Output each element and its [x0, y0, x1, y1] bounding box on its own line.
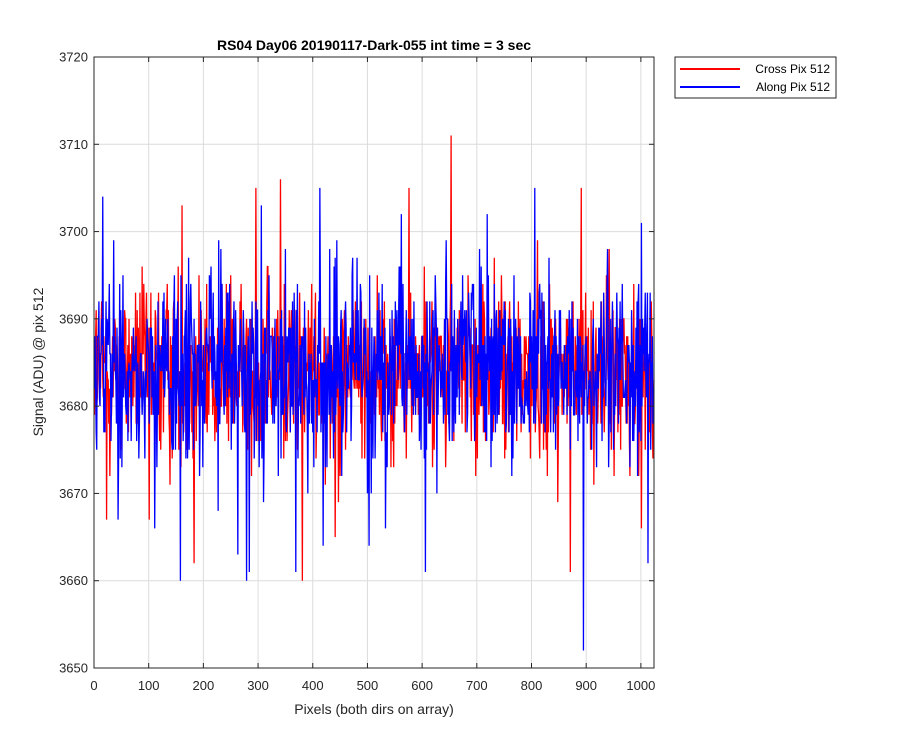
x-axis-label: Pixels (both dirs on array): [294, 701, 454, 717]
axis-ticks: 0 100 200 300 400 500 600 700 800 900 1000 3650 3660…: [59, 50, 655, 694]
x-tick-label: 600: [411, 678, 433, 693]
x-tick-label: 300: [247, 678, 269, 693]
x-tick-label: 100: [138, 678, 160, 693]
series-layer: [93, 135, 655, 651]
x-tick-label: 800: [521, 678, 543, 693]
y-tick-label: 3650: [59, 661, 88, 676]
legend-label-cross: Cross Pix 512: [755, 62, 830, 76]
x-tick-label: 700: [466, 678, 488, 693]
y-tick-label: 3700: [59, 224, 88, 239]
x-tick-label: 200: [193, 678, 215, 693]
y-tick-label: 3660: [59, 573, 88, 588]
x-tick-label: 1000: [626, 678, 655, 693]
legend: Cross Pix 512 Along Pix 512: [674, 56, 837, 99]
x-tick-label: 400: [302, 678, 324, 693]
plot-frame: [93, 56, 655, 669]
x-tick-label: 0: [90, 678, 97, 693]
chart-title: RS04 Day06 20190117-Dark-055 int time = …: [217, 37, 531, 53]
x-tick-label: 500: [357, 678, 379, 693]
legend-box: [674, 56, 837, 99]
legend-label-along: Along Pix 512: [756, 80, 830, 94]
x-tick-label: 900: [575, 678, 597, 693]
y-tick-label: 3690: [59, 311, 88, 326]
y-tick-label: 3680: [59, 399, 88, 414]
y-tick-label: 3720: [59, 50, 88, 65]
y-axis-label: Signal (ADU) @ pix 512: [30, 287, 46, 436]
y-tick-label: 3670: [59, 486, 88, 501]
series-line-along: [93, 187, 655, 651]
y-tick-label: 3710: [59, 137, 88, 152]
